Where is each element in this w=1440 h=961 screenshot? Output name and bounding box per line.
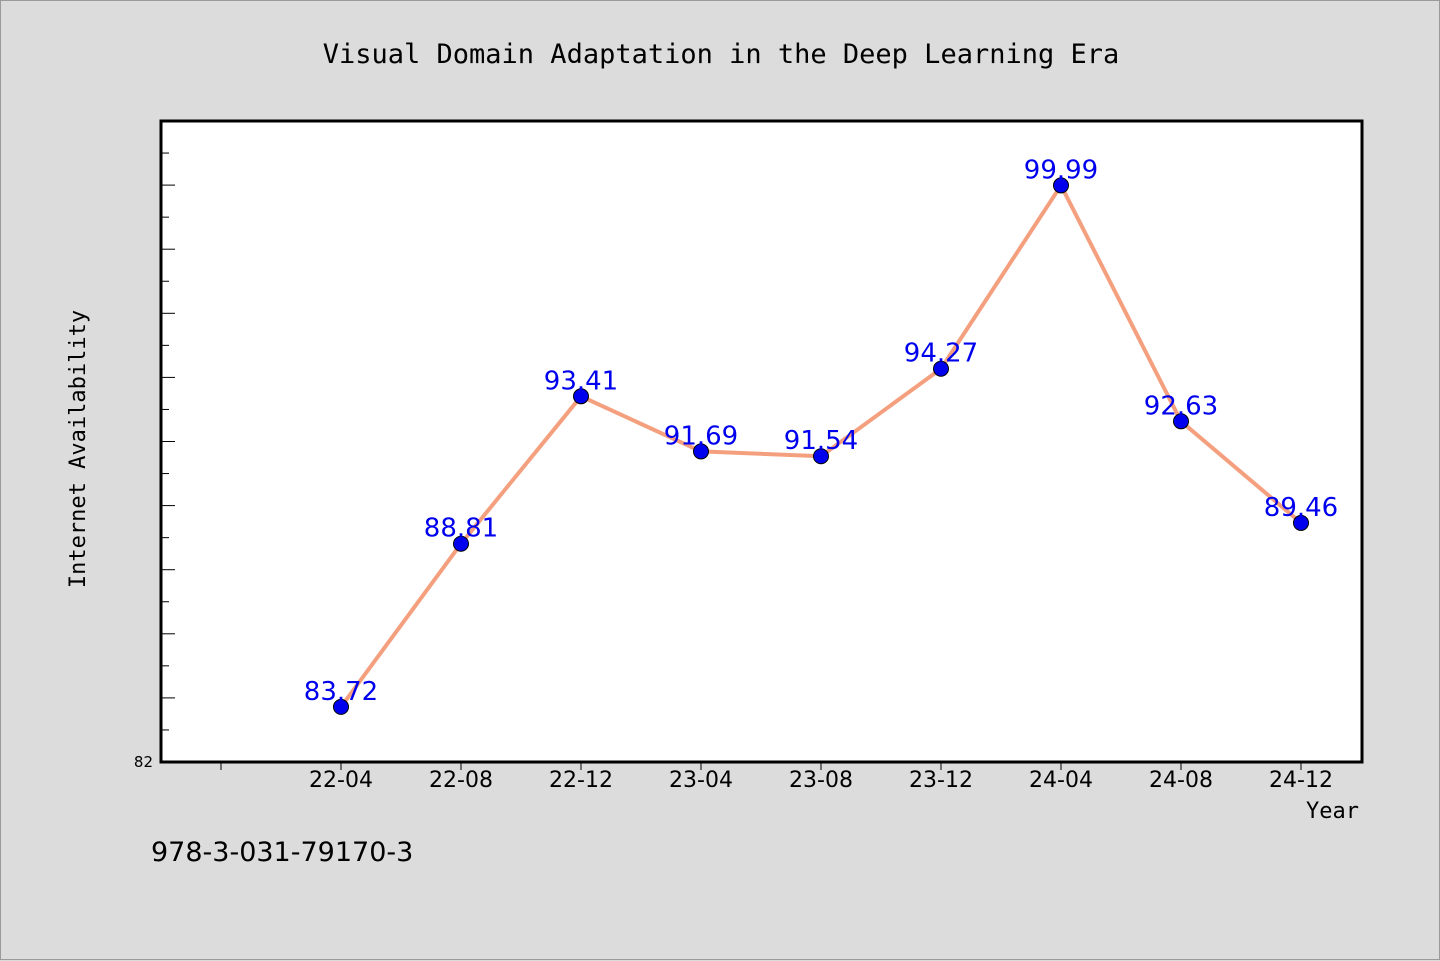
data-value-label: 92.63: [1144, 391, 1218, 421]
data-point-marker: [453, 535, 469, 552]
y-axis-ticks: 82: [134, 152, 175, 771]
y-tick-label: 82: [134, 753, 153, 771]
data-point-marker: [1053, 177, 1069, 194]
x-tick-label: 24-12: [1269, 768, 1333, 793]
isbn-caption: 978-3-031-79170-3: [151, 837, 414, 868]
x-tick-label: 24-08: [1149, 768, 1213, 793]
data-value-label: 99.99: [1024, 155, 1098, 185]
x-axis-label: Year: [1306, 799, 1359, 824]
data-point-marker: [333, 698, 349, 715]
data-value-label: 88.81: [424, 514, 498, 544]
data-value-label: 89.46: [1264, 493, 1338, 523]
chart-title: Visual Domain Adaptation in the Deep Lea…: [323, 39, 1120, 70]
x-tick-label: 22-04: [309, 768, 373, 793]
data-value-label: 83.72: [304, 677, 378, 707]
x-tick-label: 23-04: [669, 768, 733, 793]
data-point-marker: [1173, 413, 1189, 430]
series-layer: 83.72 88.81 93.41 91.69 91.54 94.27 99.99 92.63…: [304, 155, 1338, 715]
data-value-label: 93.41: [544, 366, 618, 396]
y-axis-label: Internet Availability: [66, 310, 91, 588]
x-tick-label: 22-12: [549, 768, 613, 793]
data-point-marker: [933, 360, 949, 377]
x-tick-label: 22-08: [429, 768, 493, 793]
plot-area: [159, 119, 1364, 764]
x-tick-label: 23-08: [789, 768, 853, 793]
data-point-marker: [573, 388, 589, 405]
x-tick-label: 24-04: [1029, 768, 1093, 793]
data-point-marker: [693, 443, 709, 460]
x-axis-ticks: 22-04 22-08 22-12 23-04 23-08 23-12 24-04 24-08…: [220, 762, 1333, 793]
data-value-label: 94.27: [904, 339, 978, 369]
data-value-label: 91.54: [784, 426, 858, 456]
data-point-marker: [1293, 514, 1309, 531]
x-tick-label: 23-12: [909, 768, 973, 793]
data-point-marker: [813, 448, 829, 465]
data-value-label: 91.69: [664, 421, 738, 451]
